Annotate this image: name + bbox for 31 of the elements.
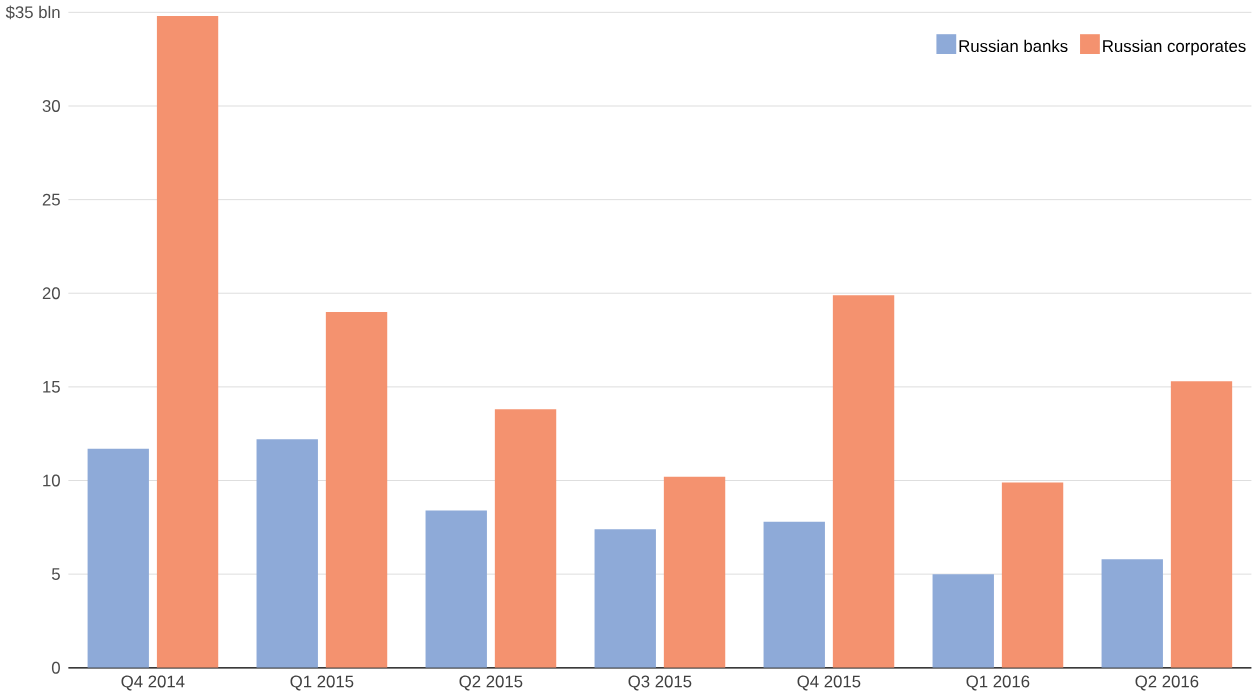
legend-label: Russian corporates bbox=[1103, 39, 1246, 56]
bar bbox=[256, 439, 318, 668]
bar bbox=[763, 521, 825, 668]
x-tick-label: Q4 2015 bbox=[797, 675, 861, 691]
bar bbox=[1170, 381, 1233, 668]
y-tick-label: $35 bln bbox=[5, 5, 60, 20]
y-tick-label: 0 bbox=[51, 661, 60, 674]
bar bbox=[494, 409, 557, 668]
y-tick-label: 15 bbox=[43, 381, 60, 393]
bar bbox=[425, 510, 487, 668]
bar bbox=[832, 295, 895, 668]
bar bbox=[1001, 482, 1064, 668]
bar bbox=[1101, 559, 1163, 668]
y-tick-label: 10 bbox=[43, 474, 60, 487]
y-tick-label: 5 bbox=[51, 568, 60, 581]
bar bbox=[663, 476, 726, 668]
bar bbox=[87, 448, 149, 668]
bar bbox=[932, 574, 994, 668]
y-tick-label: 25 bbox=[42, 193, 60, 206]
x-tick-label: Q3 2015 bbox=[628, 675, 692, 691]
y-tick-label: 20 bbox=[42, 287, 60, 300]
x-tick-label: Q4 2014 bbox=[121, 675, 185, 691]
x-tick-label: Q1 2015 bbox=[290, 675, 354, 691]
x-tick-label: Q1 2016 bbox=[966, 675, 1030, 691]
x-tick-label: Q2 2015 bbox=[459, 675, 523, 691]
y-tick-label: 30 bbox=[42, 100, 60, 112]
bar bbox=[594, 529, 656, 668]
bar bbox=[325, 311, 388, 668]
x-tick-label: Q2 2016 bbox=[1135, 675, 1199, 691]
bar bbox=[156, 16, 219, 668]
legend-label: Russian banks bbox=[959, 39, 1068, 53]
